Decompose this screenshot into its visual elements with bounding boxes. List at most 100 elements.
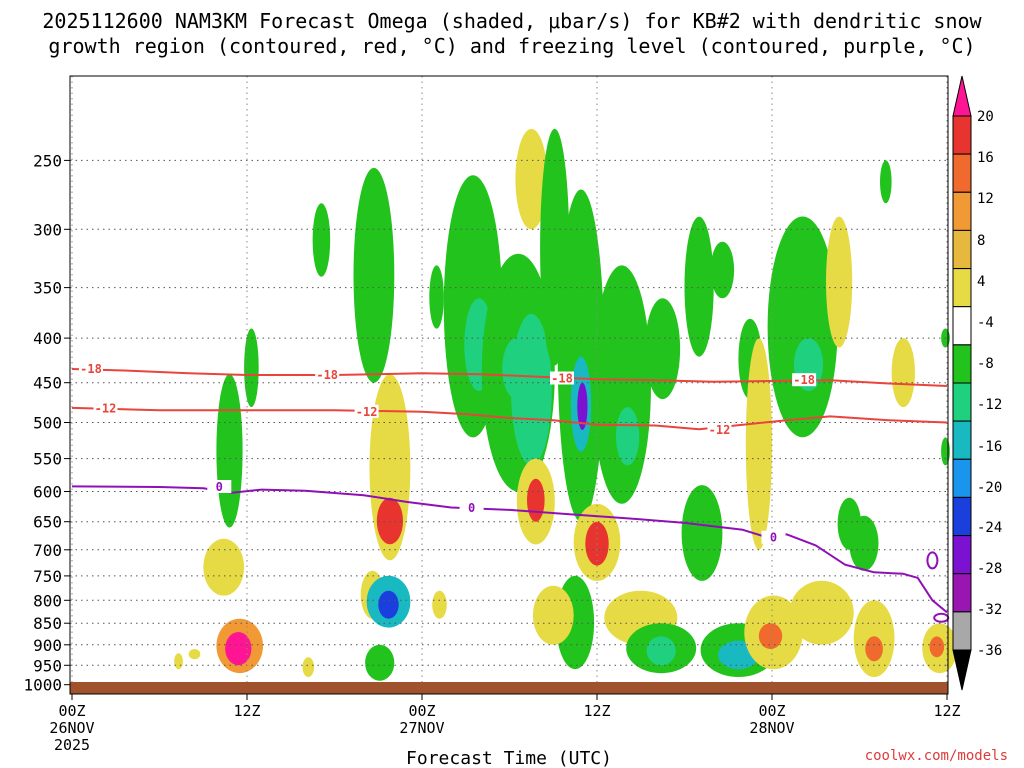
colorbar-box-0 — [952, 115, 972, 155]
x-tick-label-0-1: 26NOV — [49, 719, 94, 737]
x-axis-label: Forecast Time (UTC) — [406, 748, 612, 768]
colorbar-label-12: -32 — [977, 602, 1002, 618]
y-tick-label-300: 300 — [33, 220, 62, 239]
colorbar-box-12 — [952, 573, 972, 613]
x-tick-label-24-1: 27NOV — [399, 719, 444, 737]
freezing-loop-1 — [926, 551, 939, 570]
contour-label-4: -12 — [95, 402, 117, 416]
y-axis-ticks: 250 300 350 400 450 500 550 600 650 700 750 800 850 9… — [23, 151, 70, 695]
contour-label-bg-4 — [93, 401, 118, 415]
contour-line-2 — [71, 485, 948, 614]
grid — [70, 76, 948, 694]
freezing-loop-2 — [933, 612, 950, 623]
contour-label-bg-7 — [207, 480, 232, 493]
colorbar-box-13 — [952, 611, 972, 651]
omega-cell-48 — [789, 580, 854, 645]
omega-cell-8 — [376, 497, 403, 545]
contour-label-bg-3 — [792, 373, 817, 387]
contour-labels: -18 -18 -18 -18 -12 -12 -12 0 0 0 — [79, 362, 817, 545]
colorbar-label-2: 12 — [977, 191, 994, 207]
omega-cell-61 — [302, 657, 315, 677]
colorbar-box-11 — [952, 535, 972, 575]
omega-cell-13 — [429, 265, 444, 329]
y-tick-label-1000: 1000 — [23, 676, 62, 695]
y-tick-label-950: 950 — [33, 656, 62, 675]
y-tick-label-400: 400 — [33, 329, 62, 348]
y-tick-label-350: 350 — [33, 279, 62, 298]
omega-cell-31 — [615, 407, 640, 466]
omega-cell-32 — [645, 298, 681, 400]
colorbar-label-6: -8 — [977, 356, 994, 372]
colorbar-box-3 — [952, 229, 972, 269]
omega-cell-35 — [646, 636, 676, 666]
omega-cell-53 — [880, 160, 892, 204]
y-tick-label-750: 750 — [33, 567, 62, 586]
colorbar-label-7: -12 — [977, 397, 1002, 413]
colorbar-label-3: 8 — [977, 233, 985, 249]
colorbar-label-10: -24 — [977, 520, 1002, 536]
contour-label-bg-0 — [79, 362, 103, 375]
omega-cell-59 — [188, 649, 201, 660]
omega-cell-1 — [225, 632, 252, 666]
contour-label-bg-2 — [550, 371, 574, 385]
chart-title-line-1: 2025112600 NAM3KM Forecast Omega (shaded… — [42, 9, 982, 33]
omega-cell-11 — [378, 590, 399, 619]
colorbar-box-10 — [952, 496, 972, 536]
contour-label-3: -18 — [793, 373, 815, 387]
y-tick-label-850: 850 — [33, 614, 62, 633]
colorbar-box-1 — [952, 153, 972, 193]
colorbar-box-6 — [952, 344, 972, 384]
colorbar-label-5: -4 — [977, 315, 994, 331]
omega-cell-38 — [710, 241, 735, 299]
omega-cell-36 — [681, 485, 723, 581]
y-tick-label-500: 500 — [33, 414, 62, 433]
colorbar-label-11: -28 — [977, 561, 1002, 577]
y-tick-label-250: 250 — [33, 151, 62, 170]
colorbar-label-4: 4 — [977, 274, 985, 290]
y-tick-label-900: 900 — [33, 636, 62, 655]
colorbar-label-13: -36 — [977, 643, 1002, 659]
contour-label-0: -18 — [80, 362, 102, 376]
omega-cell-58 — [941, 437, 950, 466]
omega-cell-37 — [684, 216, 714, 357]
x-tick-label-60-0: 12Z — [933, 702, 960, 720]
omega-cell-18 — [511, 313, 552, 466]
omega-cell-47 — [826, 216, 853, 348]
omega-cell-2 — [203, 538, 245, 596]
colorbar-box-5 — [952, 306, 972, 346]
colorbar-box-7 — [952, 382, 972, 422]
y-tick-label-650: 650 — [33, 513, 62, 532]
credit-text: coolwx.com/models — [865, 748, 1008, 764]
contour-label-bg-6 — [707, 423, 732, 436]
plot-frame — [69, 75, 949, 695]
x-tick-label-24-0: 00Z — [408, 702, 435, 720]
contour-label-8: 0 — [468, 501, 475, 515]
x-tick-label-12-0: 12Z — [233, 702, 260, 720]
chart-title-line-2: growth region (contoured, red, °C) and f… — [48, 34, 975, 58]
contour-label-bg-9 — [761, 530, 786, 544]
omega-cell-23 — [557, 189, 605, 522]
omega-cell-20 — [527, 478, 545, 522]
x-tick-label-0-0: 00Z — [58, 702, 85, 720]
omega-cell-45 — [767, 216, 838, 438]
contour-line-1 — [71, 406, 948, 431]
omega-cell-42 — [745, 338, 773, 550]
omega-cell-6 — [353, 167, 395, 383]
colorbar-label-1: 16 — [977, 150, 994, 166]
omega-cell-12 — [365, 644, 395, 681]
colorbar-box-4 — [952, 268, 972, 308]
omega-cell-3 — [216, 374, 243, 528]
x-tick-label-36-0: 12Z — [583, 702, 610, 720]
omega-cell-30 — [592, 265, 651, 504]
x-tick-label-48-0: 00Z — [758, 702, 785, 720]
y-tick-label-550: 550 — [33, 450, 62, 469]
x-tick-label-48-1: 28NOV — [749, 719, 794, 737]
contour-label-2: -18 — [551, 372, 573, 386]
colorbar-box-8 — [952, 420, 972, 460]
y-tick-label-700: 700 — [33, 541, 62, 560]
omega-cell-5 — [312, 203, 331, 277]
omega-cell-44 — [758, 623, 783, 649]
contour-label-1: -18 — [316, 368, 338, 382]
omega-cell-60 — [174, 653, 183, 670]
